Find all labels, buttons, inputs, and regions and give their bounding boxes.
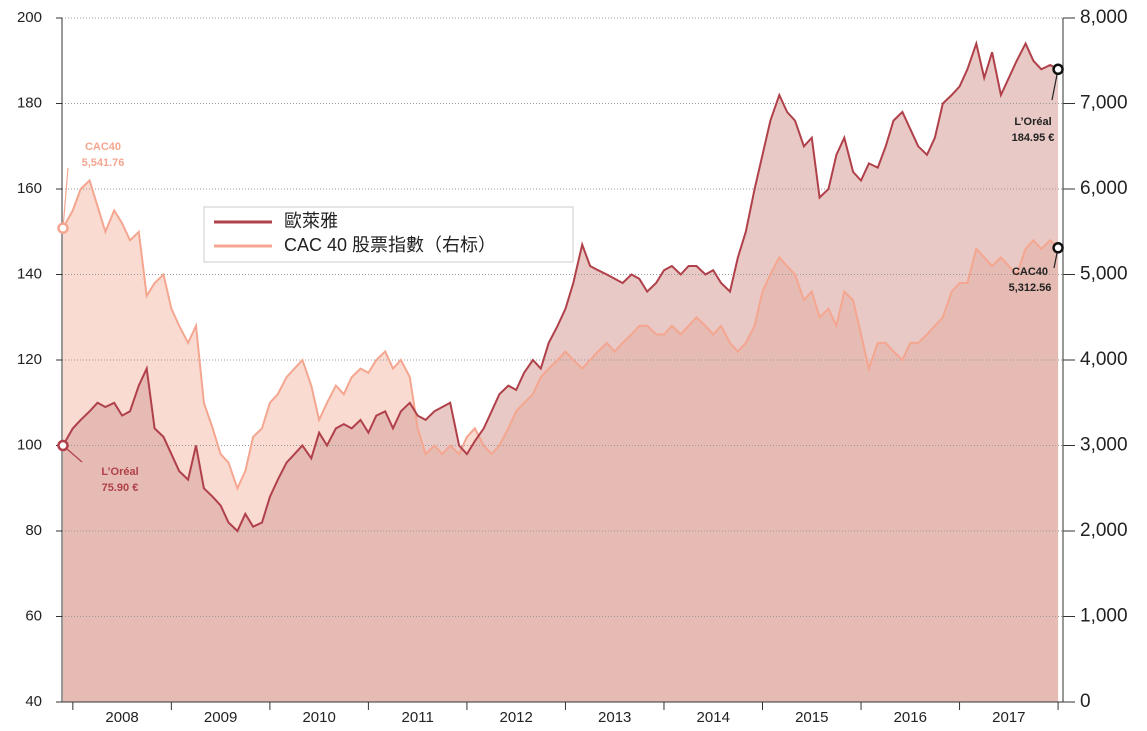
y2-tick-label: 1,000 (1080, 606, 1128, 627)
y-tick-label: 200 (17, 9, 42, 26)
x-tick-label: 2017 (992, 709, 1025, 726)
leader-line (62, 167, 69, 229)
annotation: 5,541.76 (82, 157, 125, 169)
legend-box (203, 206, 574, 263)
end-marker (1052, 242, 1064, 254)
end-marker (57, 222, 69, 234)
x-tick-label: 2011 (402, 709, 434, 726)
annotation: CAC40 (1012, 266, 1048, 278)
annotation: 75.90 € (102, 482, 139, 494)
x-tick-label: 2015 (795, 709, 828, 726)
x-tick-label: 2016 (894, 709, 927, 726)
annotation: 184.95 € (1012, 132, 1055, 144)
x-tick-label: 2008 (105, 709, 138, 726)
annotation: L’Oréal (1014, 116, 1051, 128)
y2-tick-label: 5,000 (1080, 264, 1128, 285)
y-tick-label: 120 (17, 351, 42, 368)
annotation: 5,312.56 (1009, 282, 1052, 294)
annotation: L’Oréal (101, 466, 138, 478)
y-tick-label: 40 (25, 693, 42, 710)
legend-label: 歐萊雅 (284, 211, 338, 231)
y2-tick-label: 3,000 (1080, 435, 1128, 456)
x-tick-label: 2012 (500, 709, 533, 726)
x-tick-label: 2009 (204, 709, 237, 726)
y2-tick-label: 8,000 (1080, 7, 1128, 28)
end-marker (1052, 63, 1064, 76)
y-tick-label: 80 (25, 522, 42, 539)
y2-tick-label: 0 (1080, 691, 1091, 712)
y2-tick-label: 4,000 (1080, 349, 1128, 370)
y-tick-label: 100 (17, 436, 42, 453)
line (62, 178, 1059, 491)
area (62, 43, 1059, 703)
y-tick-label: 140 (17, 265, 42, 282)
y-tick-label: 60 (25, 607, 42, 624)
y2-tick-label: 2,000 (1080, 520, 1128, 541)
x-tick-label: 2014 (697, 709, 730, 726)
y2-tick-label: 6,000 (1080, 178, 1128, 199)
annotation: CAC40 (85, 141, 121, 153)
y-tick-label: 160 (17, 180, 42, 197)
legend-label: CAC 40 股票指數（右标） (284, 235, 496, 255)
x-tick-label: 2010 (302, 709, 335, 726)
x-tick-label: 2013 (598, 709, 631, 726)
y2-tick-label: 7,000 (1080, 93, 1128, 114)
y-tick-label: 180 (17, 94, 42, 111)
legend: 歐萊雅 CAC 40 股票指數（右标） (203, 206, 574, 263)
line (62, 39, 1059, 533)
end-marker (57, 439, 69, 452)
